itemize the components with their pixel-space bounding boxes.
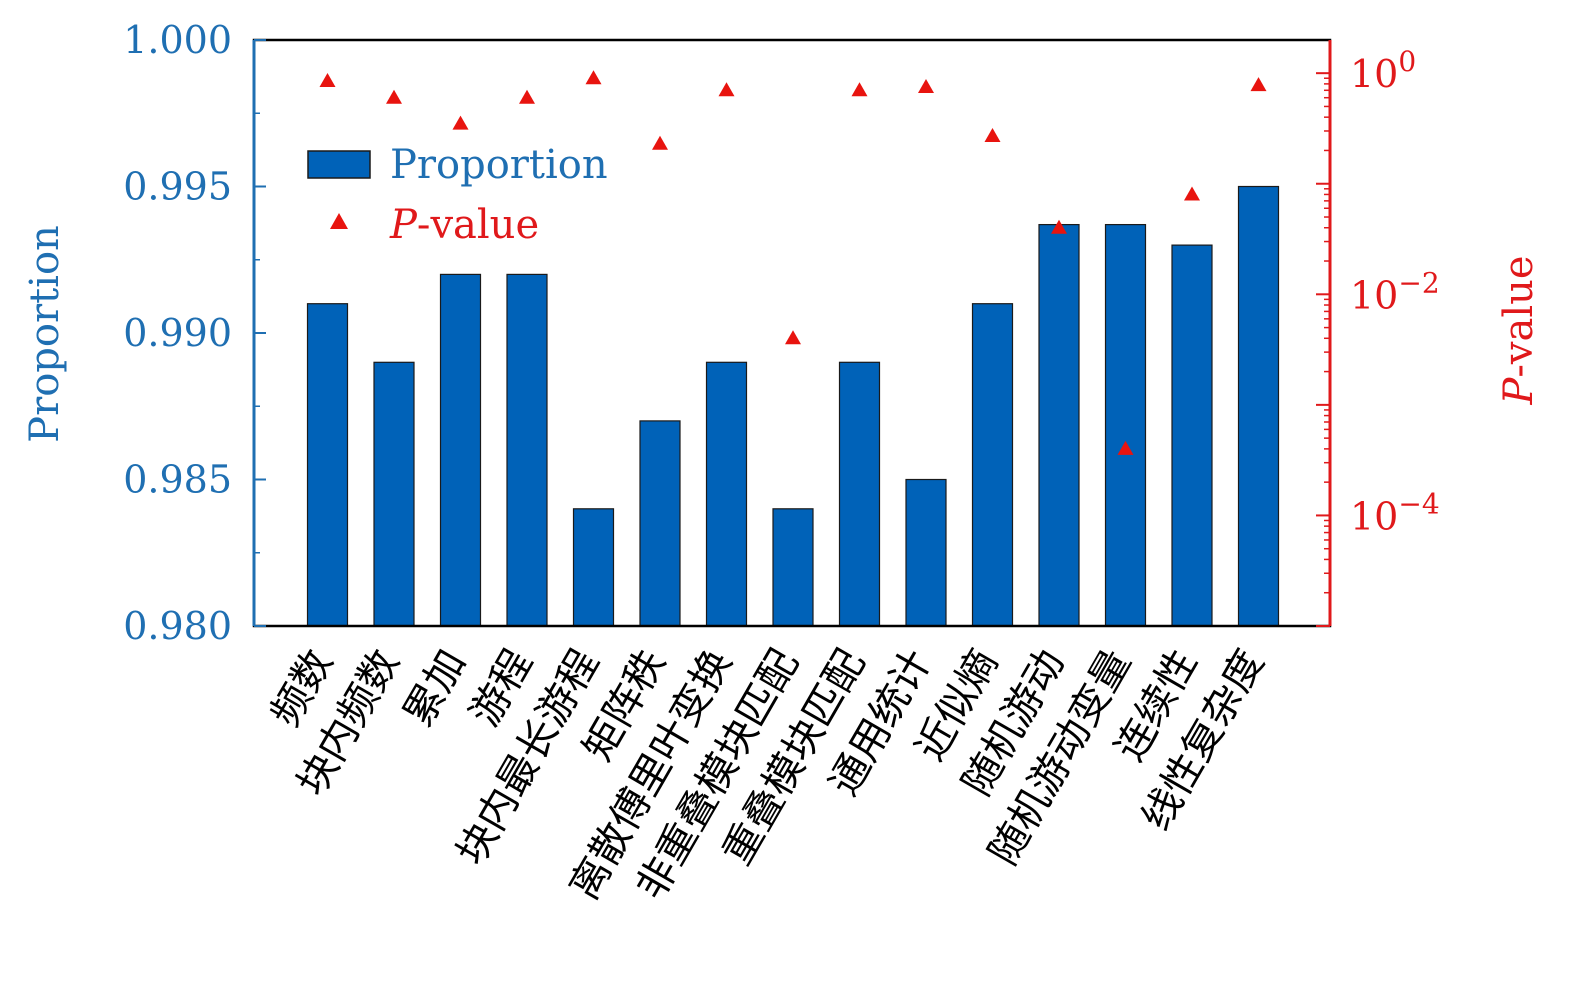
bar [1171,244,1213,627]
bar [772,508,814,627]
right-tick-base: 10 [1350,273,1398,317]
p-value-marker [585,70,602,85]
y-axis-title-right-rest: -value [1496,255,1542,377]
right-tick-label: 10−2 [1350,266,1440,317]
right-tick-label: 10−4 [1350,487,1440,538]
bar [1237,185,1280,627]
bars-group [306,185,1280,627]
p-value-marker [1184,186,1200,201]
markers-group [319,70,1267,455]
legend-marker-label: P-value [389,202,539,248]
bar [306,303,349,627]
bar [1104,223,1147,627]
legend-marker-swatch [330,213,348,229]
right-tick-label: 100 [1350,45,1416,96]
p-value-marker [785,330,801,345]
right-tick-exponent: −2 [1398,266,1439,299]
bar [572,508,615,627]
p-value-marker [1117,440,1134,455]
p-value-marker [652,135,668,150]
right-tick-exponent: −4 [1398,487,1439,520]
left-tick-label: 0.985 [123,458,232,502]
left-tick-label: 0.990 [123,311,232,355]
legend-marker-label-rest: -value [417,202,539,248]
bar [373,361,415,627]
left-axis-ticks: 0.980 0.985 0.990 0.995 1.000 [123,18,266,648]
category-label: 累加 [395,642,475,734]
y-axis-title-right: P-value [1496,255,1542,405]
right-tick-base: 10 [1350,52,1398,96]
left-tick-label: 1.000 [123,18,232,62]
p-value-marker [386,89,402,104]
left-tick-label: 0.980 [123,604,232,648]
y-axis-title-left: Proportion [22,225,68,443]
bar [439,273,482,627]
bar [971,303,1014,627]
p-value-marker [319,72,336,87]
p-value-marker [851,82,868,97]
p-value-marker [1250,77,1267,92]
p-value-marker [718,82,735,97]
category-labels: 频数块内频数累加游程块内最长游程矩阵秩离散傅里叶变换非重叠模块匹配重叠模块匹配通… [262,642,1273,907]
legend-bar-swatch [307,150,371,179]
left-tick-label: 0.995 [123,165,232,209]
p-value-marker [984,128,1001,143]
p-value-marker [918,78,934,93]
right-tick-exponent: 0 [1398,45,1416,78]
y-axis-title-right-italic: P [1496,377,1542,406]
bar [705,361,748,627]
right-tick-base: 10 [1350,494,1398,538]
p-value-marker [519,89,535,104]
p-value-marker [1051,219,1067,234]
bar [639,420,681,627]
p-value-marker [452,115,469,130]
bar [1038,223,1080,627]
legend: Proportion P-value [307,142,608,248]
bar [506,273,548,627]
legend-marker-label-italic: P [389,202,418,248]
bar [905,478,947,627]
legend-bar-label: Proportion [390,142,608,188]
bar [838,361,881,627]
